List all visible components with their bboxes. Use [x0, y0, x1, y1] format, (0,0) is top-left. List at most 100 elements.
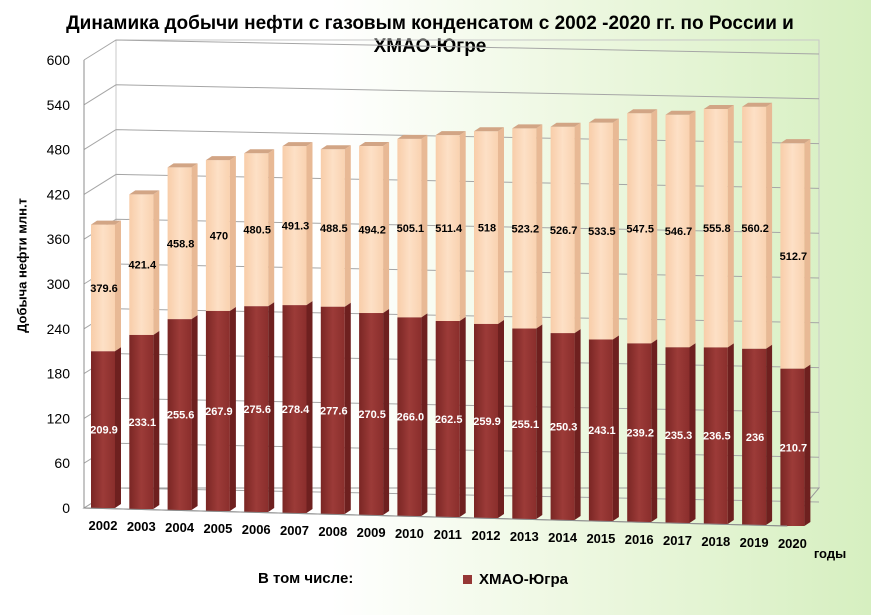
data-label-khmao: 255.6 [167, 410, 195, 422]
data-label-khmao: 233.1 [129, 417, 157, 429]
y-tick-label: 480 [47, 142, 71, 158]
bar-group-2008: 488.5 277.6 [320, 145, 351, 514]
bar-total-2020 [780, 143, 805, 369]
bar-khmao-side [804, 364, 811, 526]
bar-total-side [115, 220, 121, 352]
x-tick-label: 2020 [778, 536, 807, 551]
x-tick-label: 2011 [434, 527, 462, 542]
data-label-khmao: 243.1 [588, 425, 616, 437]
bar-group-2009: 494.2 270.5 [358, 141, 390, 515]
bars: 379.6 209.9 421.4 233.1 458.8 255.6 470 267.9 48… [90, 102, 811, 526]
bar-khmao-side [612, 335, 619, 521]
data-label-total: 555.8 [703, 223, 731, 235]
bar-total-2007 [282, 146, 307, 306]
data-label-total: 494.2 [358, 225, 386, 237]
bar-khmao-2008 [320, 306, 345, 514]
bar-total-2004 [167, 167, 192, 320]
data-label-khmao: 275.6 [243, 404, 271, 416]
data-label-khmao: 236 [746, 432, 764, 444]
bar-group-2011: 511.4 262.5 [435, 131, 466, 517]
bar-khmao-2011 [435, 321, 460, 517]
bar-khmao-2007 [282, 305, 307, 513]
data-label-khmao: 210.7 [780, 442, 808, 454]
x-tick-label: 2013 [510, 529, 539, 544]
bar-total-cap [397, 134, 428, 139]
legend-swatch-khmao [463, 575, 472, 584]
data-label-total: 523.2 [512, 223, 540, 235]
bar-khmao-side [383, 309, 390, 515]
x-tick-label: 2016 [625, 532, 654, 547]
x-axis-label: годы [814, 546, 846, 561]
bar-total-cap [550, 122, 581, 127]
bar-total-side [727, 105, 734, 348]
bar-khmao-2013 [512, 328, 537, 519]
x-axis-line [83, 507, 788, 527]
bar-total-cap [205, 156, 236, 161]
axes: 0 60 120 180 240 300 360 420 480 540 600 2002 2003 20… [47, 52, 847, 561]
bar-total-side [766, 102, 773, 349]
y-tick-label: 360 [47, 231, 71, 247]
data-label-total: 546.7 [665, 226, 693, 238]
bar-total-cap [129, 190, 160, 195]
x-tick-label: 2004 [165, 520, 195, 535]
bar-total-2016 [627, 113, 652, 344]
x-tick-label: 2002 [89, 518, 118, 533]
bar-total-2018 [703, 109, 728, 348]
bar-khmao-side [306, 301, 313, 513]
bar-total-side [383, 141, 390, 314]
bar-total-side [421, 134, 428, 318]
bar-total-side [804, 139, 811, 369]
bar-khmao-side [651, 339, 658, 522]
bar-total-side [689, 110, 696, 348]
bar-group-2012: 518 259.9 [473, 127, 504, 518]
bar-group-2018: 555.8 236.5 [703, 105, 734, 524]
bar-total-cap [320, 145, 351, 150]
bar-khmao-2003 [129, 334, 154, 509]
bar-khmao-side [421, 313, 428, 516]
bar-khmao-side [268, 302, 275, 512]
data-label-khmao: 259.9 [473, 416, 501, 428]
bar-khmao-side [153, 330, 160, 509]
bar-total-side [498, 127, 504, 324]
bar-total-2013 [512, 128, 537, 329]
legend-label-khmao: ХМАО-Югра [479, 571, 569, 588]
bar-total-side [574, 122, 581, 334]
x-tick-label: 2006 [242, 522, 271, 537]
data-label-total: 379.6 [90, 283, 118, 295]
x-tick-label: 2010 [395, 526, 424, 541]
bar-total-cap [665, 110, 696, 115]
bar-total-side [306, 142, 313, 306]
bar-total-2017 [665, 114, 690, 348]
data-label-total: 560.2 [741, 223, 769, 235]
bar-total-cap [627, 109, 658, 114]
bar-total-2003 [129, 194, 154, 335]
bar-total-side [612, 118, 619, 340]
gridline [83, 39, 820, 61]
bar-total-2009 [359, 145, 384, 314]
bar-group-2003: 421.4 233.1 [129, 190, 160, 509]
data-label-total: 488.5 [320, 223, 348, 235]
data-label-total: 421.4 [129, 260, 157, 272]
data-label-khmao: 277.6 [320, 405, 348, 417]
x-tick-label: 2017 [663, 533, 692, 548]
bar-khmao-2016 [627, 343, 652, 522]
bar-khmao-side [344, 302, 351, 514]
y-tick-label: 120 [47, 410, 71, 426]
bar-total-side [191, 163, 198, 320]
y-tick-label: 0 [62, 500, 70, 516]
y-tick-label: 420 [47, 186, 71, 202]
bar-khmao-2012 [474, 323, 498, 518]
bar-total-cap [703, 105, 734, 110]
data-label-khmao: 262.5 [435, 414, 463, 426]
bar-total-cap [91, 220, 121, 225]
data-label-total: 458.8 [167, 238, 195, 250]
data-label-khmao: 255.1 [512, 419, 540, 431]
bar-group-2007: 491.3 278.4 [282, 142, 313, 513]
data-label-total: 511.4 [435, 223, 463, 235]
data-label-khmao: 266.0 [397, 412, 425, 424]
x-tick-label: 2015 [586, 531, 615, 546]
bar-group-2005: 470 267.9 [205, 156, 236, 511]
data-label-total: 518 [478, 223, 496, 235]
bar-khmao-2014 [550, 333, 575, 520]
bar-khmao-2006 [244, 306, 269, 512]
